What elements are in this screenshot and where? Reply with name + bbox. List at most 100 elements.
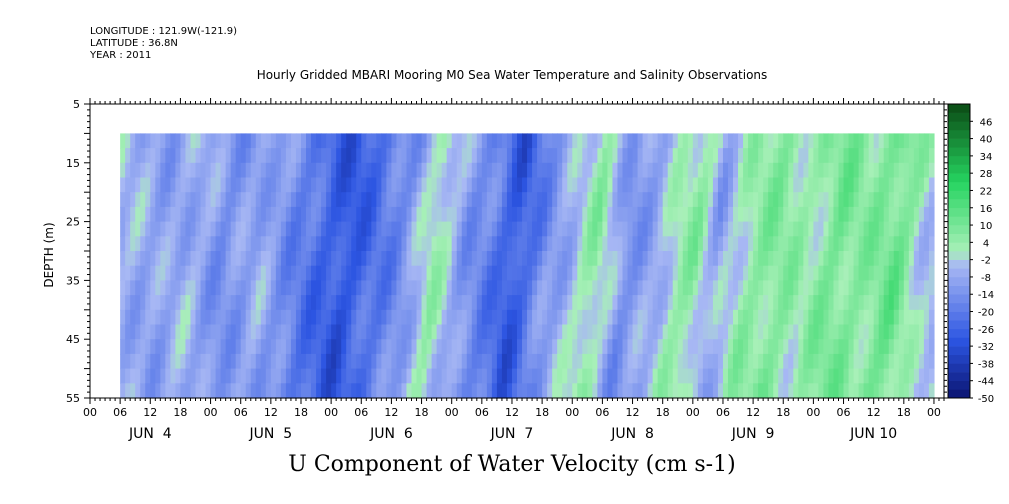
heatmap-cell	[316, 148, 322, 164]
heatmap-cell	[225, 383, 232, 399]
heatmap-cell	[898, 148, 905, 164]
heatmap-cell	[783, 339, 789, 355]
heatmap-cell	[356, 148, 362, 164]
heatmap-cell	[361, 324, 367, 340]
heatmap-cell	[235, 324, 242, 340]
heatmap-cell	[627, 177, 634, 193]
heatmap-cell	[873, 236, 880, 252]
heatmap-cell	[652, 133, 659, 149]
heatmap-cell	[311, 265, 317, 281]
heatmap-cell	[748, 280, 754, 296]
heatmap-cell	[476, 192, 483, 208]
heatmap-cell	[280, 236, 287, 252]
heatmap-cell	[396, 251, 403, 267]
heatmap-cell	[657, 324, 664, 340]
heatmap-cell	[702, 309, 709, 326]
heatmap-cell	[240, 265, 247, 281]
heatmap-cell	[275, 324, 282, 340]
heatmap-cell	[687, 339, 694, 355]
heatmap-cell	[627, 324, 634, 340]
heatmap-cell	[225, 368, 232, 384]
heatmap-cell	[537, 206, 543, 223]
heatmap-cell	[396, 192, 403, 208]
heatmap-cell	[878, 148, 885, 164]
heatmap-cell	[230, 295, 237, 311]
heatmap-cell	[622, 309, 629, 326]
heatmap-cell	[873, 339, 880, 355]
heatmap-cell	[853, 133, 860, 149]
heatmap-cell	[883, 206, 890, 223]
heatmap-cell	[607, 280, 614, 296]
heatmap-cell	[552, 133, 558, 149]
heatmap-cell	[522, 353, 528, 370]
heatmap-cell	[200, 133, 207, 149]
heatmap-cell	[160, 133, 166, 149]
heatmap-cell	[436, 162, 443, 179]
heatmap-cell	[727, 236, 734, 252]
heatmap-cell	[195, 309, 202, 326]
heatmap-cell	[733, 339, 739, 355]
heatmap-cell	[371, 162, 377, 179]
heatmap-cell	[381, 265, 387, 281]
heatmap-cell	[592, 339, 598, 355]
heatmap-cell	[190, 353, 197, 370]
heatmap-cell	[813, 339, 820, 355]
heatmap-cell	[426, 295, 433, 311]
heatmap-cell	[527, 206, 533, 223]
heatmap-cell	[793, 251, 799, 267]
heatmap-cell	[321, 206, 327, 223]
x-tick-label: 12	[626, 406, 640, 419]
heatmap-cell	[823, 295, 830, 311]
heatmap-cell	[823, 206, 830, 223]
heatmap-cell	[376, 148, 382, 164]
heatmap-cell	[466, 148, 473, 164]
heatmap-cell	[722, 353, 729, 370]
heatmap-cell	[557, 206, 563, 223]
heatmap-cell	[275, 206, 282, 223]
heatmap-cell	[240, 368, 247, 384]
heatmap-cell	[461, 221, 468, 237]
heatmap-cell	[632, 177, 639, 193]
heatmap-cell	[818, 368, 825, 384]
heatmap-cell	[240, 295, 247, 311]
heatmap-cell	[195, 295, 202, 311]
x-day-label: JUN 9	[731, 426, 775, 442]
heatmap-cell	[290, 295, 297, 311]
heatmap-cell	[376, 324, 382, 340]
heatmap-cell	[441, 280, 448, 296]
heatmap-cell	[863, 324, 870, 340]
heatmap-cell	[195, 280, 202, 296]
heatmap-cell	[547, 339, 553, 355]
heatmap-cell	[260, 177, 267, 193]
heatmap-cell	[793, 280, 799, 296]
heatmap-cell	[918, 133, 925, 149]
heatmap-cell	[125, 221, 131, 237]
heatmap-cell	[185, 368, 192, 384]
heatmap-cell	[527, 295, 533, 311]
heatmap-cell	[200, 295, 207, 311]
heatmap-cell	[145, 251, 151, 267]
heatmap-cell	[456, 295, 463, 311]
heatmap-cell	[733, 177, 739, 193]
heatmap-cell	[125, 236, 131, 252]
heatmap-cell	[381, 339, 387, 355]
heatmap-cell	[848, 309, 855, 326]
heatmap-cell	[823, 192, 830, 208]
heatmap-cell	[446, 148, 453, 164]
heatmap-cell	[918, 324, 925, 340]
heatmap-cell	[235, 383, 242, 399]
heatmap-cell	[140, 236, 146, 252]
heatmap-cell	[511, 177, 518, 193]
heatmap-cell	[702, 236, 709, 252]
heatmap-cell	[235, 133, 242, 149]
heatmap-cell	[687, 192, 694, 208]
heatmap-cell	[758, 177, 764, 193]
heatmap-cell	[577, 221, 583, 237]
heatmap-cell	[200, 324, 207, 340]
heatmap-cell	[306, 309, 312, 326]
heatmap-cell	[567, 148, 573, 164]
heatmap-cell	[667, 280, 674, 296]
heatmap-cell	[823, 339, 830, 355]
heatmap-cell	[768, 383, 774, 399]
